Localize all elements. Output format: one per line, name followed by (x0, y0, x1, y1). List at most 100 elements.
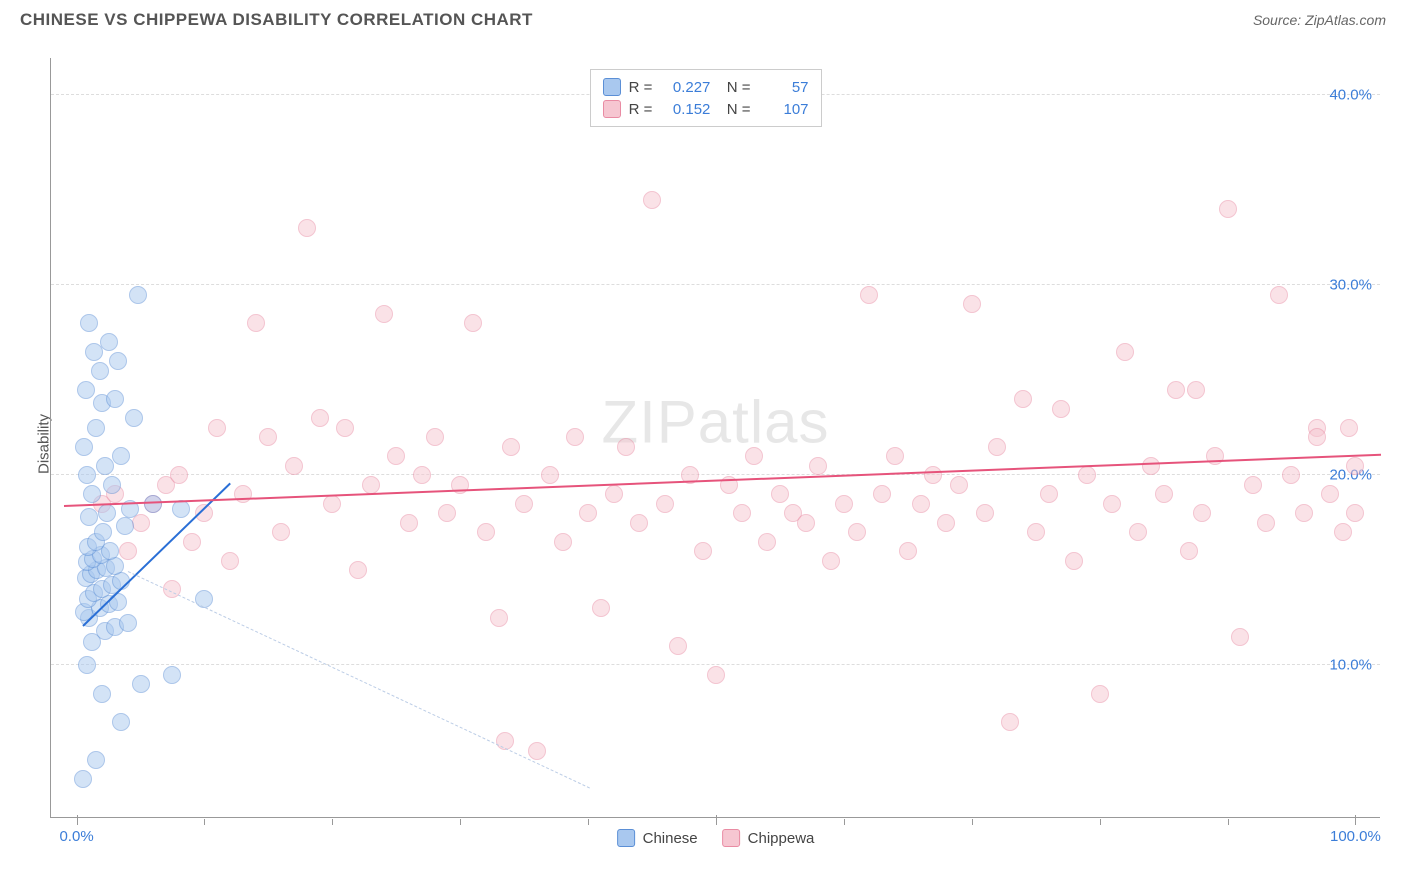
legend-item: Chippewa (722, 829, 815, 847)
scatter-point (426, 428, 444, 446)
scatter-point (797, 514, 815, 532)
scatter-point (129, 286, 147, 304)
x-tick (332, 819, 333, 825)
scatter-point (1116, 343, 1134, 361)
scatter-point (963, 295, 981, 313)
legend-swatch (722, 829, 740, 847)
scatter-point (234, 485, 252, 503)
scatter-point (221, 552, 239, 570)
scatter-point (592, 599, 610, 617)
scatter-point (976, 504, 994, 522)
scatter-point (116, 517, 134, 535)
scatter-point (848, 523, 866, 541)
x-tick (1355, 815, 1356, 825)
scatter-point (528, 742, 546, 760)
scatter-point (247, 314, 265, 332)
scatter-point (1040, 485, 1058, 503)
scatter-point (605, 485, 623, 503)
scatter-point (1282, 466, 1300, 484)
scatter-point (1340, 419, 1358, 437)
scatter-point (170, 466, 188, 484)
scatter-point (163, 666, 181, 684)
scatter-point (1001, 713, 1019, 731)
scatter-point (988, 438, 1006, 456)
watermark: ZIPatlas (601, 388, 829, 457)
scatter-point (400, 514, 418, 532)
scatter-point (707, 666, 725, 684)
scatter-point (937, 514, 955, 532)
scatter-point (1180, 542, 1198, 560)
scatter-point (835, 495, 853, 513)
scatter-point (566, 428, 584, 446)
x-tick-label: 0.0% (59, 828, 93, 845)
scatter-point (285, 457, 303, 475)
scatter-point (1270, 286, 1288, 304)
scatter-point (1257, 514, 1275, 532)
scatter-point (1187, 381, 1205, 399)
scatter-point (886, 447, 904, 465)
legend-swatch (617, 829, 635, 847)
stats-row: R =0.227 N =57 (603, 76, 809, 98)
stat-r-label: R = (629, 101, 653, 118)
scatter-point (183, 533, 201, 551)
scatter-point (272, 523, 290, 541)
scatter-point (1346, 457, 1364, 475)
scatter-point (477, 523, 495, 541)
scatter-point (1231, 628, 1249, 646)
scatter-point (924, 466, 942, 484)
scatter-point (80, 314, 98, 332)
scatter-point (1129, 523, 1147, 541)
stat-n-value: 107 (759, 101, 809, 118)
source-label: Source: ZipAtlas.com (1253, 12, 1386, 28)
scatter-point (103, 476, 121, 494)
scatter-point (87, 419, 105, 437)
scatter-point (112, 713, 130, 731)
scatter-point (349, 561, 367, 579)
scatter-point (77, 381, 95, 399)
scatter-point (87, 751, 105, 769)
scatter-point (515, 495, 533, 513)
scatter-point (93, 685, 111, 703)
scatter-point (579, 504, 597, 522)
scatter-point (541, 466, 559, 484)
x-tick (1100, 819, 1101, 825)
scatter-point (1219, 200, 1237, 218)
scatter-point (745, 447, 763, 465)
scatter-point (172, 500, 190, 518)
trend-line (64, 454, 1381, 507)
scatter-point (75, 438, 93, 456)
scatter-point (1193, 504, 1211, 522)
scatter-point (1346, 504, 1364, 522)
scatter-point (758, 533, 776, 551)
scatter-point (873, 485, 891, 503)
gridline (51, 284, 1380, 285)
scatter-point (554, 533, 572, 551)
scatter-point (822, 552, 840, 570)
stat-n-label: N = (718, 101, 750, 118)
scatter-point (630, 514, 648, 532)
scatter-point (387, 447, 405, 465)
chart-container: Disability ZIPatlas 10.0%20.0%30.0%40.0%… (20, 44, 1386, 844)
scatter-point (298, 219, 316, 237)
x-tick (77, 815, 78, 825)
y-tick-label: 30.0% (1329, 277, 1372, 294)
scatter-point (1014, 390, 1032, 408)
x-tick (588, 819, 589, 825)
scatter-point (1167, 381, 1185, 399)
scatter-point (125, 409, 143, 427)
scatter-point (413, 466, 431, 484)
legend-item: Chinese (617, 829, 698, 847)
stats-legend: R =0.227 N =57R =0.152 N =107 (590, 69, 822, 127)
scatter-point (809, 457, 827, 475)
legend-swatch (603, 100, 621, 118)
scatter-point (656, 495, 674, 513)
x-tick-label: 100.0% (1330, 828, 1381, 845)
scatter-point (1295, 504, 1313, 522)
scatter-point (112, 447, 130, 465)
scatter-point (1155, 485, 1173, 503)
scatter-point (362, 476, 380, 494)
gridline (51, 474, 1380, 475)
chart-title: CHINESE VS CHIPPEWA DISABILITY CORRELATI… (20, 10, 533, 30)
stat-n-value: 57 (759, 79, 809, 96)
scatter-point (502, 438, 520, 456)
